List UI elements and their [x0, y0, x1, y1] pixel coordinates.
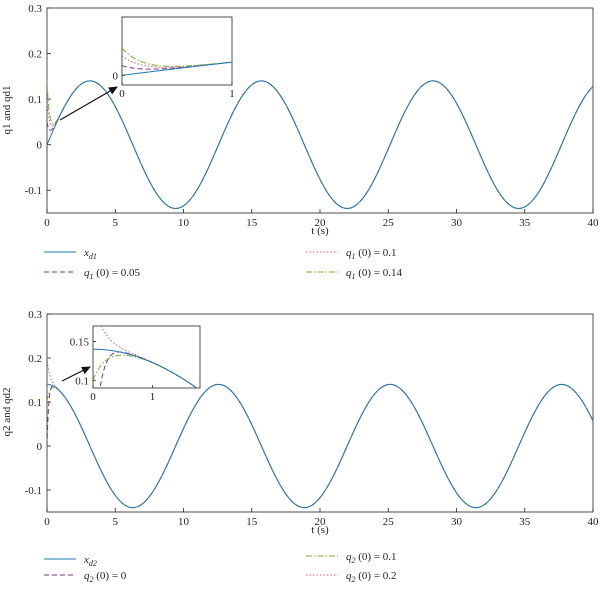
zoom-arrow	[59, 86, 118, 121]
x-tick-label: 5	[113, 516, 119, 528]
zoom-arrow	[61, 366, 91, 382]
legend-entry: q2 (0) = 0.2	[346, 570, 397, 584]
x-tick-label: 5	[113, 217, 119, 229]
x-axis-label: t (s)	[311, 225, 329, 237]
y-tick-label: 0.1	[28, 397, 42, 409]
y-tick-label: 0.2	[28, 49, 42, 61]
x-tick-label: 20	[315, 516, 327, 528]
x-tick-label: 0	[44, 217, 50, 229]
inset-series-line	[122, 61, 232, 76]
y-tick-label: 0.2	[28, 353, 42, 365]
series-line-xd2-reference	[47, 383, 593, 509]
x-tick-label: 0	[44, 516, 50, 528]
y-tick-label: -0.1	[25, 485, 42, 497]
x-tick-label: 15	[246, 516, 258, 528]
series-line-q1-init-0.14	[47, 80, 593, 209]
x-axis-label: t (s)	[311, 524, 329, 536]
x-tick-label: 10	[178, 217, 190, 229]
y-tick-label: 0	[37, 441, 43, 453]
inset-y-tick-label: 0.1	[75, 375, 89, 387]
legend-entry: q1 (0) = 0.14	[346, 267, 403, 281]
x-tick-label: 40	[588, 516, 600, 528]
series-line-q2-init-0.1	[47, 383, 593, 509]
legend-entry: q2 (0) = 0	[84, 570, 127, 584]
y-tick-label: 0.3	[28, 3, 42, 15]
x-tick-label: 30	[451, 516, 463, 528]
x-tick-label: 25	[383, 516, 395, 528]
series-line-q1-init-0.05	[47, 80, 593, 209]
y-tick-label: 0.1	[28, 94, 42, 106]
legend-entry: q2 (0) = 0.1	[346, 551, 397, 565]
y-tick-label: 0.3	[28, 309, 42, 321]
x-tick-label: 10	[178, 516, 190, 528]
legend-entry: q1 (0) = 0.05	[84, 267, 141, 281]
x-tick-label: 15	[246, 217, 258, 229]
inset-series-line	[93, 348, 198, 388]
inset-zoom-box	[121, 16, 233, 86]
x-tick-label: 35	[519, 217, 531, 229]
chart-q2: 0 5 10 15 20 25 30 35 40-0.100.10.20.3t (s)q2 an…	[1, 309, 600, 584]
legend-entry: xd2	[83, 554, 97, 568]
inset-x-tick-label: 1	[229, 88, 235, 100]
inset-y-tick-label: 0	[113, 70, 119, 82]
inset-y-tick-label: 0.15	[70, 337, 90, 349]
series-line-q2-init-0	[47, 383, 593, 509]
x-tick-label: 30	[451, 217, 463, 229]
legend-entry: q1 (0) = 0.1	[346, 247, 397, 261]
inset-x-tick-label: 0	[119, 88, 125, 100]
chart-q1: 0 5 10 15 20 25 30 35 40-0.100.10.20.3t (s)q1 an…	[1, 3, 599, 281]
inset-x-tick-label: 1	[150, 391, 156, 403]
y-axis-label: q1 and qd1	[1, 86, 13, 135]
inset-series-line	[99, 351, 198, 388]
y-axis-label: q2 and qd2	[1, 388, 13, 437]
legend-entry: xd1	[83, 247, 97, 261]
y-tick-label: -0.1	[25, 185, 42, 197]
inset-zoom-box	[92, 325, 201, 389]
x-tick-label: 20	[315, 217, 327, 229]
y-tick-label: 0	[37, 140, 43, 152]
inset-series-line	[122, 55, 232, 68]
x-tick-label: 35	[519, 516, 531, 528]
series-line-q1-init-0.1	[47, 80, 593, 209]
series-line-xd1-reference	[47, 80, 593, 209]
x-tick-label: 25	[383, 217, 395, 229]
x-tick-label: 40	[588, 217, 600, 229]
inset-x-tick-label: 0	[90, 391, 96, 403]
